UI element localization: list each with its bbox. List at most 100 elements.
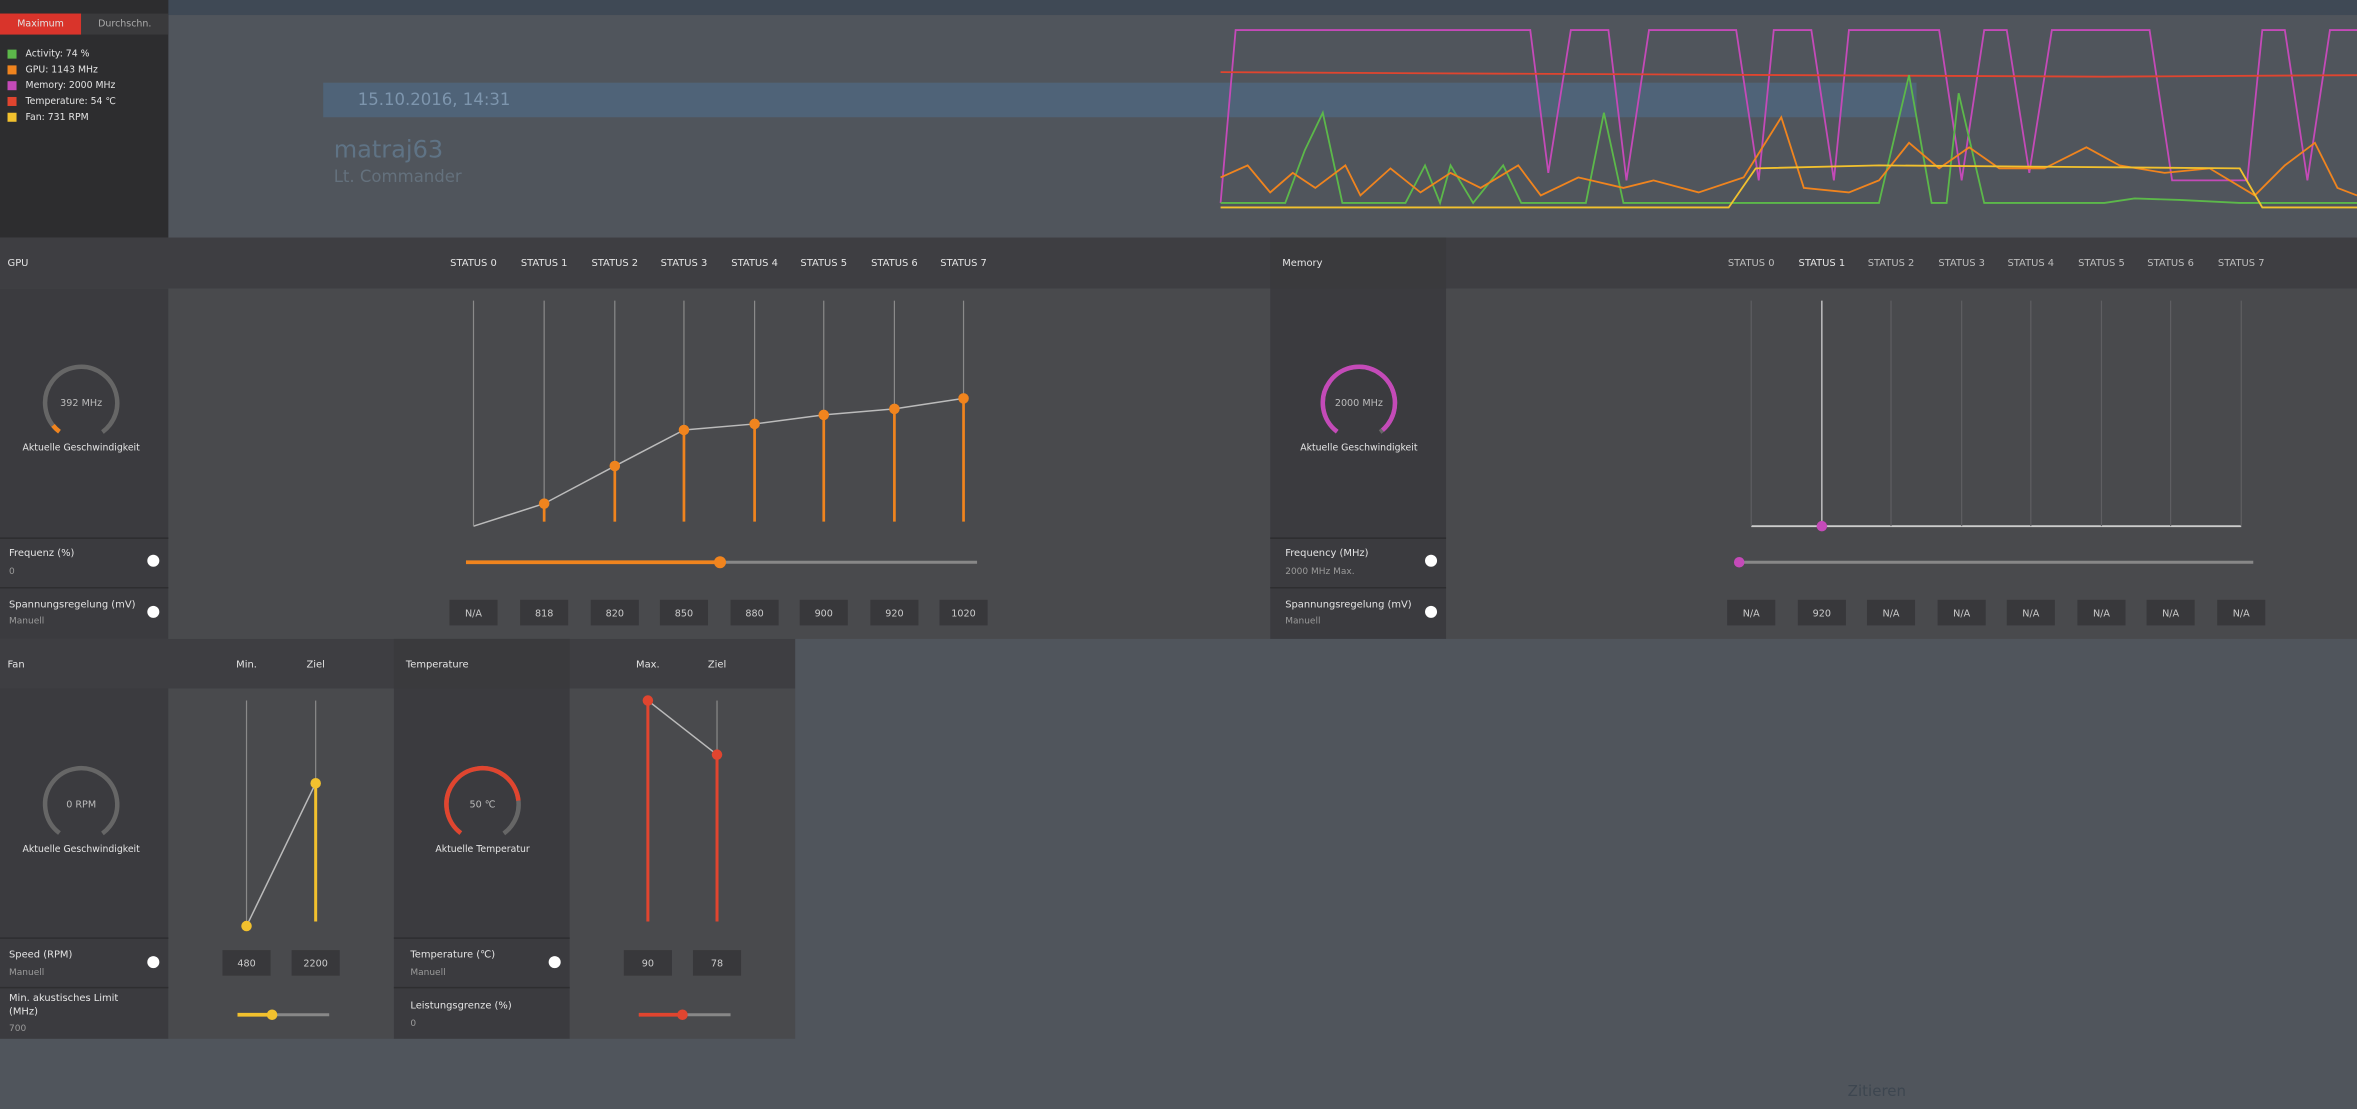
slider-knob[interactable]	[1733, 556, 1745, 568]
toggle[interactable]	[548, 956, 561, 969]
gauge-fill	[1320, 364, 1398, 442]
voltage-box[interactable]	[730, 599, 779, 626]
value-text[interactable]: 78	[711, 959, 723, 970]
voltage-box[interactable]	[2077, 599, 2126, 626]
voltage-box[interactable]	[2006, 599, 2055, 626]
temp-point[interactable]	[642, 695, 654, 706]
toggle[interactable]	[147, 956, 160, 969]
voltage-value[interactable]: 920	[1813, 608, 1831, 619]
curve-point[interactable]	[678, 424, 690, 436]
voltage-box[interactable]	[2217, 599, 2266, 626]
voltage-value[interactable]: 850	[675, 608, 693, 619]
voltage-value[interactable]: N/A	[2233, 608, 2250, 619]
voltage-box[interactable]	[659, 599, 709, 626]
section-title: Memory	[1282, 258, 1322, 269]
toggle[interactable]	[147, 605, 160, 618]
gauge-label: Aktuelle Geschwindigkeit	[1300, 442, 1418, 453]
voltage-box[interactable]	[449, 599, 498, 626]
value-box[interactable]	[623, 950, 672, 976]
row-label: Spannungsregelung (mV)	[1285, 599, 1412, 610]
row-value: Manuell	[9, 968, 44, 978]
tab-active[interactable]	[0, 13, 82, 35]
voltage-value[interactable]: 820	[606, 608, 624, 619]
fan-point[interactable]	[310, 777, 321, 789]
fan-values: 480 2200	[222, 950, 340, 976]
curve-point[interactable]	[958, 393, 969, 404]
voltage-box[interactable]	[1727, 599, 1776, 626]
tab-label[interactable]: Durchschn.	[98, 19, 151, 30]
legend-checkbox[interactable]	[7, 65, 17, 75]
quote-button[interactable]: Zitieren	[1848, 1082, 1906, 1100]
post-bar	[323, 82, 1917, 118]
voltage-value[interactable]: N/A	[2162, 608, 2179, 619]
fan-point[interactable]	[241, 920, 252, 932]
voltage-value[interactable]: N/A	[2022, 608, 2039, 619]
legend: Activity: 74 % GPU: 1143 MHz Memory: 2000 …	[7, 49, 116, 123]
legend-checkbox[interactable]	[7, 81, 17, 91]
voltage-value[interactable]: 920	[885, 608, 903, 619]
curve-point[interactable]	[818, 409, 830, 421]
legend-checkbox[interactable]	[7, 96, 17, 106]
slider-knob[interactable]	[677, 1009, 688, 1021]
graph-line	[1220, 71, 2357, 78]
value-box[interactable]	[692, 950, 742, 976]
voltage-box[interactable]	[1937, 599, 1986, 626]
toggle[interactable]	[147, 554, 160, 567]
voltage-box[interactable]	[939, 599, 988, 626]
curve-point[interactable]	[889, 403, 900, 415]
value-box[interactable]	[222, 950, 271, 976]
temp-point[interactable]	[711, 749, 723, 760]
curve-point[interactable]	[538, 498, 550, 509]
value-text[interactable]: 480	[237, 959, 255, 970]
voltage-value[interactable]: 818	[535, 608, 553, 619]
tab-label[interactable]: Maximum	[17, 19, 64, 30]
voltage-box[interactable]	[520, 599, 569, 626]
column-label: Min.	[236, 659, 257, 670]
gpu-side	[0, 288, 169, 639]
row-value: 2000 MHz Max.	[1285, 567, 1354, 577]
graph-line	[1220, 164, 2357, 209]
voltage-value[interactable]: 880	[745, 608, 763, 619]
state-label: STATUS 3	[661, 258, 708, 269]
voltage-value[interactable]: N/A	[1953, 608, 1970, 619]
voltage-box[interactable]	[1866, 599, 1916, 626]
voltage-box[interactable]	[2146, 599, 2195, 626]
legend-checkbox[interactable]	[7, 49, 17, 59]
voltage-value[interactable]: N/A	[465, 608, 482, 619]
row-value: Manuell	[410, 968, 445, 978]
gauge-value: 2000 MHz	[1335, 398, 1383, 409]
column-label: Ziel	[306, 659, 324, 670]
slider-knob[interactable]	[266, 1009, 278, 1021]
toggle[interactable]	[1425, 605, 1438, 618]
voltage-value[interactable]: N/A	[1883, 608, 1900, 619]
curve-point[interactable]	[609, 460, 621, 472]
slider-knob[interactable]	[714, 556, 727, 569]
voltage-box[interactable]	[1797, 599, 1846, 626]
gauge-value: 50 ℃	[469, 799, 495, 810]
voltage-box[interactable]	[870, 599, 919, 626]
voltage-value[interactable]: 1020	[951, 608, 975, 619]
voltage-value[interactable]: N/A	[2093, 608, 2110, 619]
voltage-value[interactable]: 900	[815, 608, 833, 619]
voltage-value[interactable]: N/A	[1743, 608, 1760, 619]
curve-point[interactable]	[1816, 520, 1828, 532]
tab[interactable]	[81, 13, 169, 35]
voltage-box[interactable]	[799, 599, 848, 626]
voltage-box[interactable]	[590, 599, 639, 626]
legend-checkbox[interactable]	[7, 112, 17, 122]
memory-side	[1270, 237, 1447, 639]
temp-curve	[647, 699, 718, 756]
state-label: STATUS 7	[940, 258, 987, 269]
legend-label: Fan: 731 RPM	[26, 112, 89, 123]
toggle[interactable]	[1425, 554, 1438, 567]
value-box[interactable]	[291, 950, 340, 976]
value-text[interactable]: 2200	[303, 959, 327, 970]
state-label: STATUS 1	[1799, 258, 1846, 269]
curve-point[interactable]	[749, 418, 760, 430]
value-text[interactable]: 90	[642, 959, 654, 970]
fan-body	[168, 688, 394, 1039]
gauge-track	[42, 765, 120, 843]
state-label: STATUS 2	[1868, 258, 1915, 269]
